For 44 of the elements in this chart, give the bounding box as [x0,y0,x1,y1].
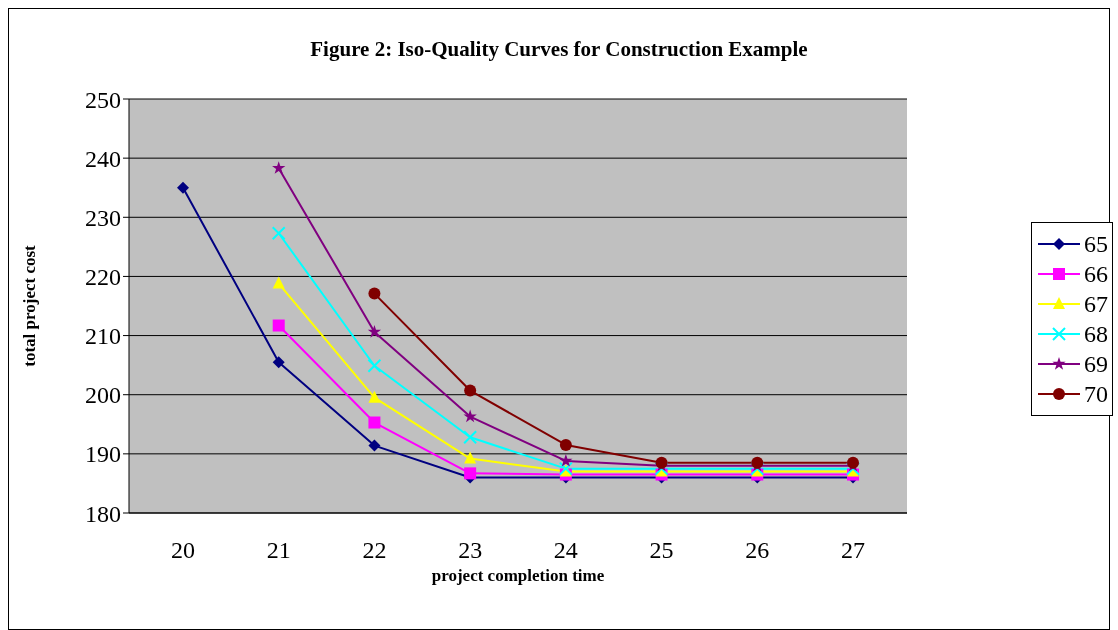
y-tick-label: 220 [85,263,121,290]
legend-label: 65 [1084,230,1108,258]
legend-label: 66 [1084,260,1108,288]
y-axis-title: total project cost [20,244,40,367]
point [271,226,286,241]
x-tick-label: 27 [841,537,865,564]
point [272,356,285,369]
chart-title: Figure 2: Iso-Quality Curves for Construction Example [309,37,809,62]
x-tick-label: 22 [362,537,387,564]
x-tick-label: 21 [266,537,291,564]
x-tick-label: 24 [553,537,578,564]
x-axis-title: project completion time [431,566,605,585]
y-tick-label: 250 [85,86,121,113]
point [559,453,573,467]
x-tick-label: 20 [171,537,195,564]
x-tick-label: 26 [745,537,770,564]
x-tick-label: 25 [649,537,674,564]
point [463,430,478,445]
legend-label: 67 [1084,290,1108,318]
legend-label: 70 [1084,380,1108,408]
legend-label: 68 [1084,320,1108,348]
y-tick-label: 210 [85,323,121,350]
y-tick-label: 240 [85,145,121,172]
y-tick-label: 190 [85,441,121,468]
point [272,161,286,174]
y-tick-label: 200 [85,382,121,409]
point [368,416,381,429]
point [177,181,189,194]
point [272,319,285,332]
x-tick-label: 23 [458,537,483,564]
point [463,409,477,423]
point [367,358,382,373]
point [368,390,381,403]
y-tick-label: 180 [85,500,121,527]
y-tick-label: 230 [85,204,121,231]
point [464,467,477,480]
point [368,287,381,300]
legend-label: 69 [1084,350,1108,378]
point [464,384,477,397]
point [272,276,285,289]
point [464,451,477,464]
point [559,438,572,451]
point [367,325,382,338]
point [368,439,381,452]
